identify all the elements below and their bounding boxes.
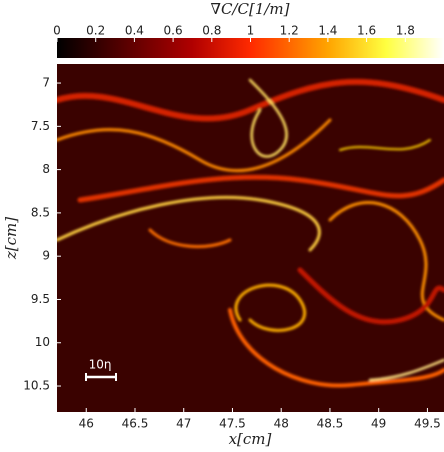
x-tick-label: 49 [371, 417, 386, 431]
colorbar-tick-label: 1.6 [357, 24, 376, 38]
y-tick-label: 9 [42, 249, 50, 263]
y-tick-label: 10 [35, 335, 50, 349]
colorbar-tick-label: 0.4 [125, 24, 144, 38]
colorbar-tick-label: 0.6 [164, 24, 183, 38]
field [57, 64, 444, 412]
y-tick-label: 10.5 [23, 379, 50, 393]
colorbar-tick-label: 1.4 [318, 24, 337, 38]
y-tick-label: 7 [42, 76, 50, 90]
x-tick-label: 49.5 [414, 417, 441, 431]
x-tick-label: 46 [79, 417, 94, 431]
x-tick-label: 48.5 [317, 417, 344, 431]
x-tick-label: 47 [176, 417, 191, 431]
y-tick-label: 7.5 [31, 119, 50, 133]
y-axis-label: z[cm] [2, 217, 20, 260]
y-tick-label: 8 [42, 162, 50, 176]
y-tick-label: 9.5 [31, 292, 50, 306]
x-tick-label: 46.5 [122, 417, 149, 431]
scale-bar-label: 10η [89, 358, 112, 372]
x-tick-label: 48 [274, 417, 289, 431]
colorbar-tick-label: 1 [247, 24, 255, 38]
y-tick-label: 8.5 [31, 205, 50, 219]
colorbar-label: ∇C/C[1/m] [210, 0, 289, 18]
x-axis-label: x[cm] [229, 430, 272, 448]
colorbar-tick-label: 0.8 [202, 24, 221, 38]
colorbar-tick-label: 0.2 [86, 24, 105, 38]
colorbar-tick-label: 0 [53, 24, 61, 38]
colorbar [57, 38, 444, 58]
x-tick-label: 47.5 [219, 417, 246, 431]
colorbar-tick-label: 1.8 [396, 24, 415, 38]
colorbar-tick-label: 1.2 [280, 24, 299, 38]
